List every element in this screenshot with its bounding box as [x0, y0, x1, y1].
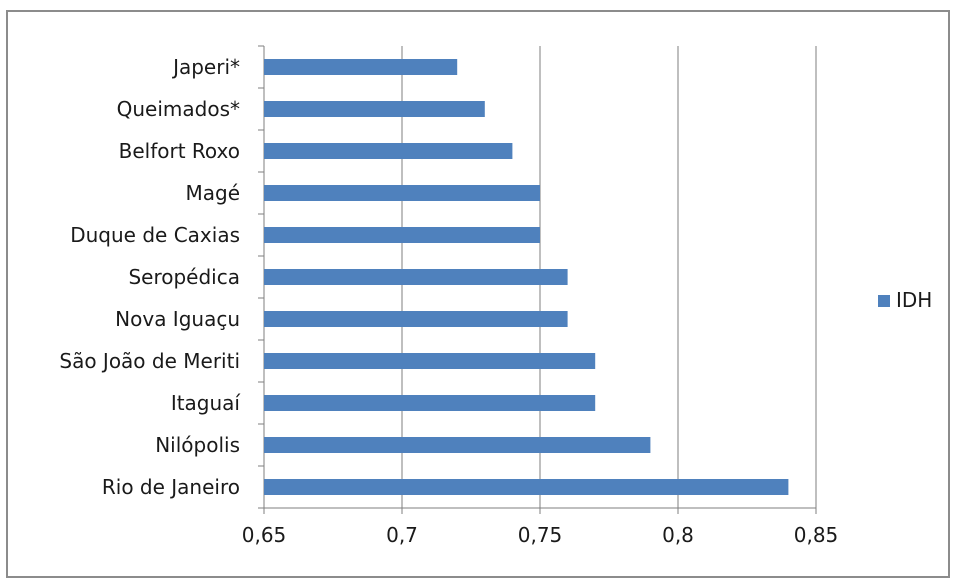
category-label: Duque de Caxias — [70, 223, 240, 247]
bar — [264, 269, 568, 285]
bar — [264, 311, 568, 327]
x-tick-label: 0,65 — [242, 523, 287, 547]
bar — [264, 59, 458, 75]
category-label: Nova Iguaçu — [115, 307, 240, 331]
category-label: Queimados* — [117, 97, 240, 121]
x-tick-label: 0,75 — [518, 523, 563, 547]
legend: IDH — [878, 288, 932, 312]
bar — [264, 227, 540, 243]
legend-swatch — [878, 295, 890, 307]
bar — [264, 353, 596, 369]
x-tick-label: 0,8 — [662, 523, 694, 547]
x-tick-label: 0,85 — [794, 523, 839, 547]
x-tick-labels: 0,65 0,7 0,75 0,8 0,85 — [242, 523, 839, 547]
bar — [264, 437, 651, 453]
category-label: Itaguaí — [171, 391, 242, 415]
legend-label: IDH — [896, 288, 932, 312]
category-label: Belfort Roxo — [119, 139, 240, 163]
idh-bar-chart: Japeri* Queimados* Belfort Roxo Magé Duque d… — [59, 45, 932, 547]
bar — [264, 395, 596, 411]
category-label: Magé — [185, 181, 240, 205]
bar — [264, 479, 789, 495]
category-label: São João de Meriti — [59, 349, 240, 373]
bars — [264, 59, 789, 495]
category-label: Seropédica — [128, 265, 240, 289]
x-tick-label: 0,7 — [386, 523, 418, 547]
category-label: Nilópolis — [155, 433, 240, 457]
category-label: Rio de Janeiro — [102, 475, 240, 499]
bar — [264, 101, 485, 117]
chart-frame: Japeri* Queimados* Belfort Roxo Magé Duque d… — [6, 10, 950, 578]
bar — [264, 143, 513, 159]
category-label: Japeri* — [171, 55, 240, 79]
bar — [264, 185, 540, 201]
category-labels: Japeri* Queimados* Belfort Roxo Magé Duque d… — [59, 55, 241, 499]
